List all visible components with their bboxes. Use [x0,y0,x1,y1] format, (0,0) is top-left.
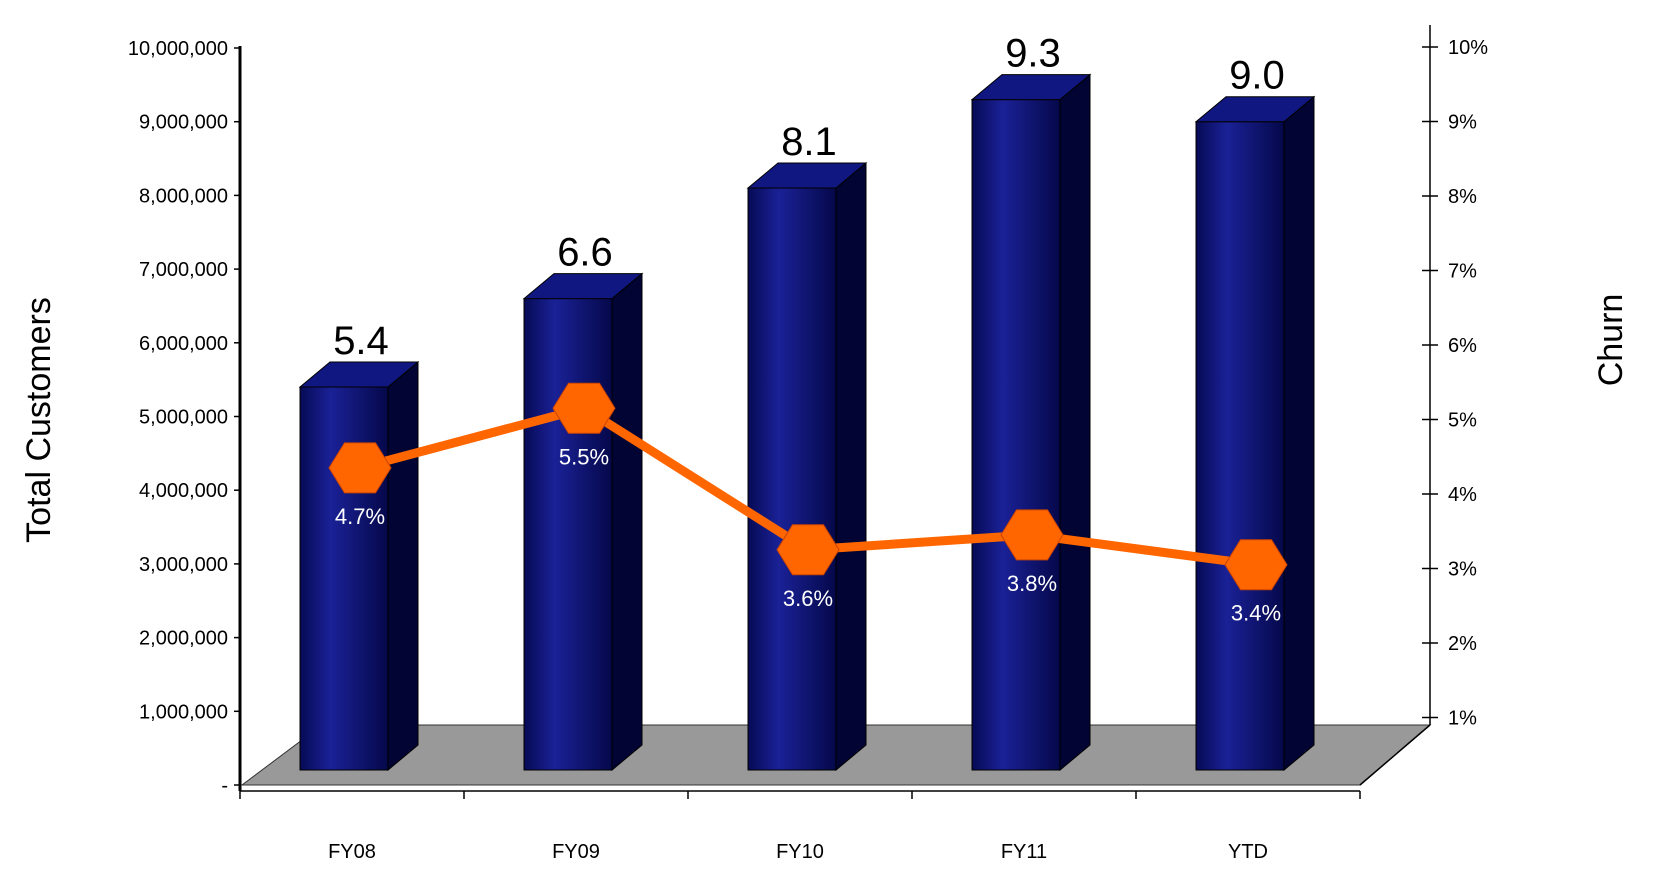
y2-axis-title: Churn [1592,294,1630,387]
bar-front [971,99,1061,771]
bar-front [523,298,613,771]
bar-front [1195,121,1285,771]
bar [970,73,1092,772]
y-tick-label: 7,000,000 [139,259,228,281]
bar-side [835,161,867,772]
y2-tick-label: 8% [1448,186,1477,208]
y2-tick-label: 5% [1448,410,1477,432]
y2-tick-label: 4% [1448,484,1477,506]
churn-value-label: 4.7% [335,504,385,529]
y-tick-label: 4,000,000 [139,480,228,502]
y-tick-label: - [221,775,228,797]
y-tick-label: 6,000,000 [139,333,228,355]
bar-value-label: 8.1 [781,120,837,164]
y2-tick-label: 7% [1448,261,1477,283]
y-tick-label: 8,000,000 [139,185,228,207]
bar-side [1059,73,1091,772]
bar-top [1194,96,1316,123]
churn-marker [1224,539,1288,591]
x-tick-label: FY09 [552,841,600,863]
bar [746,161,868,772]
bar-top [970,74,1092,101]
bar [298,360,420,772]
y-tick-label: 2,000,000 [139,628,228,650]
churn-value-label: 3.8% [1007,571,1057,596]
churn-value-label: 5.5% [559,444,609,469]
bar-value-label: 9.0 [1229,54,1285,98]
y-tick-label: 5,000,000 [139,407,228,429]
y2-tick-label: 1% [1448,708,1477,730]
churn-value-label: 3.4% [1231,601,1281,626]
y2-tick-label: 9% [1448,112,1477,134]
y-axis-title: Total Customers [20,297,58,543]
churn-marker [552,382,616,434]
churn-marker [776,524,840,576]
x-tick-label: YTD [1228,841,1268,863]
y-tick-label: 9,000,000 [139,112,228,134]
bar-side [1283,95,1315,772]
bar-value-label: 5.4 [333,319,389,363]
bar [1194,95,1316,772]
x-tick-label: FY08 [328,841,376,863]
y-tick-label: 3,000,000 [139,554,228,576]
bar-side [611,272,643,772]
y2-tick-label: 3% [1448,559,1477,581]
bar [522,272,644,772]
bar-value-label: 6.6 [557,231,613,275]
churn-marker [1000,509,1064,561]
bar-front [747,187,837,771]
churn-marker [328,442,392,494]
y-tick-label: 1,000,000 [139,701,228,723]
floor-edge [1359,724,1431,786]
churn-value-label: 3.6% [783,586,833,611]
bar-top [746,162,868,189]
y2-tick-label: 2% [1448,633,1477,655]
bar-side [387,360,419,772]
y2-tick-label: 10% [1448,37,1488,59]
x-tick-label: FY11 [1001,841,1047,863]
bar-top [522,273,644,300]
y2-tick-label: 6% [1448,335,1477,357]
bar-value-label: 9.3 [1005,32,1061,76]
y-tick-label: 10,000,000 [128,38,228,60]
x-tick-label: FY10 [776,841,824,863]
bar-top [298,361,420,388]
